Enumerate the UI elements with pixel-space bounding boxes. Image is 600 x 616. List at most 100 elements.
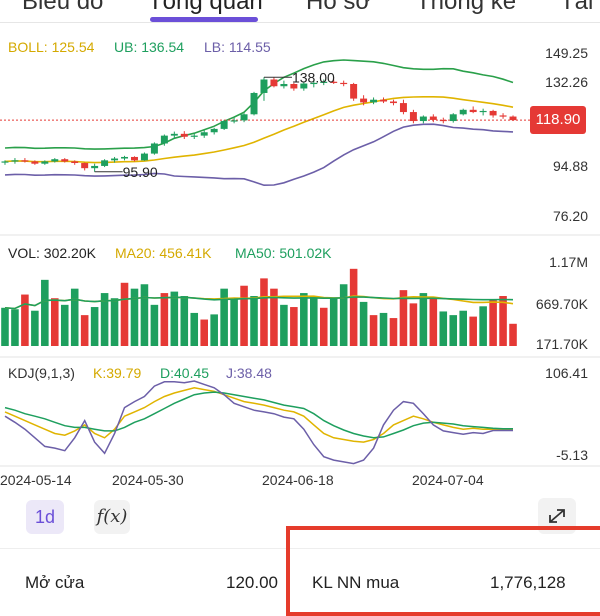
volume-bar [439,311,448,346]
vol-axis-label: 1.17M [549,254,588,270]
candle-body [11,160,19,162]
vol-ma50-label: MA50: 501.02K [235,245,332,261]
candle-body [260,79,268,93]
section-divider [0,548,600,549]
date-label: 2024-06-18 [262,472,334,488]
kdj-k-line [4,387,513,443]
candle-body [429,116,437,120]
boll-middle-band [4,96,514,164]
price-annotation-label: 95.90 [123,164,158,180]
candle-body [121,156,129,159]
tab-overview[interactable]: Tổng quan [148,0,263,15]
boll-lower-band [4,123,514,187]
volume-ma50-line [4,296,514,310]
open-price-value: 120.00 [226,573,278,592]
volume-bar [210,314,218,346]
boll-upper-band [4,59,514,150]
foreign-buy-label: KL NN mua [312,573,400,592]
volume-bar [270,288,278,346]
volume-bar [51,298,59,346]
volume-bar [90,307,99,346]
volume-bar [449,315,458,346]
candle-body [250,92,258,115]
tab-statistics[interactable]: Thống kê [416,0,517,15]
kdj-axis-label: 106.41 [545,365,588,381]
boll-lb-label: LB: 114.55 [204,39,271,55]
candle-body [419,116,427,122]
stock-chart[interactable]: 138.00 95.90 [0,0,600,600]
current-price-tag: 118.90 [530,106,586,134]
indicator-fx-button[interactable]: f(x) [94,500,130,534]
volume-bar [250,296,258,346]
candle-body [111,158,119,161]
volume-bar [359,301,368,346]
candle-body [449,114,457,122]
tab-chart[interactable]: Biểu đồ [22,0,104,15]
volume-bar [290,307,298,346]
candle-body [350,83,358,99]
tab-divider [0,22,600,23]
candle-body [71,161,79,164]
kdj-k-label: K:39.79 [93,365,142,381]
candle-body [81,163,89,169]
volume-bar [479,306,487,346]
kdj-label: KDJ(9,1,3) [8,365,75,381]
vol-axis-label: 669.70K [535,296,588,312]
function-icon: f(x) [96,506,128,527]
volume-bar [419,293,428,346]
candle-body [340,82,348,85]
volume-bar [329,298,338,346]
candle-body [509,116,517,121]
candle-body [31,161,39,164]
volume-bar [379,312,388,346]
kdj-j-label: J:38.48 [226,365,272,381]
volume-bar [499,296,507,346]
candle-body [41,161,49,164]
volume-bar [1,307,9,346]
candle-body [380,99,388,102]
volume-bar [11,309,19,346]
volume-bar [80,315,89,346]
candle-body [130,156,138,161]
candle-body [1,161,9,163]
candle-body [270,79,278,87]
candle-body [180,133,188,137]
candle-body [170,133,178,136]
volume-bar [21,294,29,346]
volume-bar [120,282,129,346]
candle-body [360,98,368,103]
tab-finance[interactable]: Tài c [560,0,600,15]
tab-bar: Biểu đồ Tổng quan Hồ sơ Thống kê Tài c [0,0,600,22]
candle-body [479,110,487,113]
volume-bar [170,291,179,346]
volume-bar [459,310,467,346]
volume-bar [319,307,328,346]
date-label: 2024-05-30 [112,472,184,488]
volume-bar [70,288,79,346]
highlight-box [286,526,600,616]
tab-profile[interactable]: Hồ sơ [306,0,372,15]
volume-bar [280,304,288,346]
vol-label: VOL: 302.20K [8,245,96,261]
volume-bar [399,290,408,346]
kdj-j-line [4,380,513,465]
volume-bar [429,298,438,346]
volume-bar [150,304,159,346]
volume-bar [349,268,358,346]
volume-bar [31,310,39,346]
candle-body [230,120,238,122]
vol-ma20-label: MA20: 456.41K [115,245,212,261]
candle-body [489,110,497,116]
volume-bar [469,316,477,346]
volume-bar [60,304,69,346]
candle-body [290,83,298,89]
open-price-label: Mở cửa [25,573,85,592]
volume-bar [110,298,119,346]
volume-bar [160,293,169,346]
interval-1d-button[interactable]: 1d [26,500,64,534]
volume-bar [41,279,49,346]
kdj-d-line [4,391,513,439]
volume-bar [409,303,418,346]
boll-ub-label: UB: 136.54 [114,39,185,55]
candle-body [150,143,158,154]
